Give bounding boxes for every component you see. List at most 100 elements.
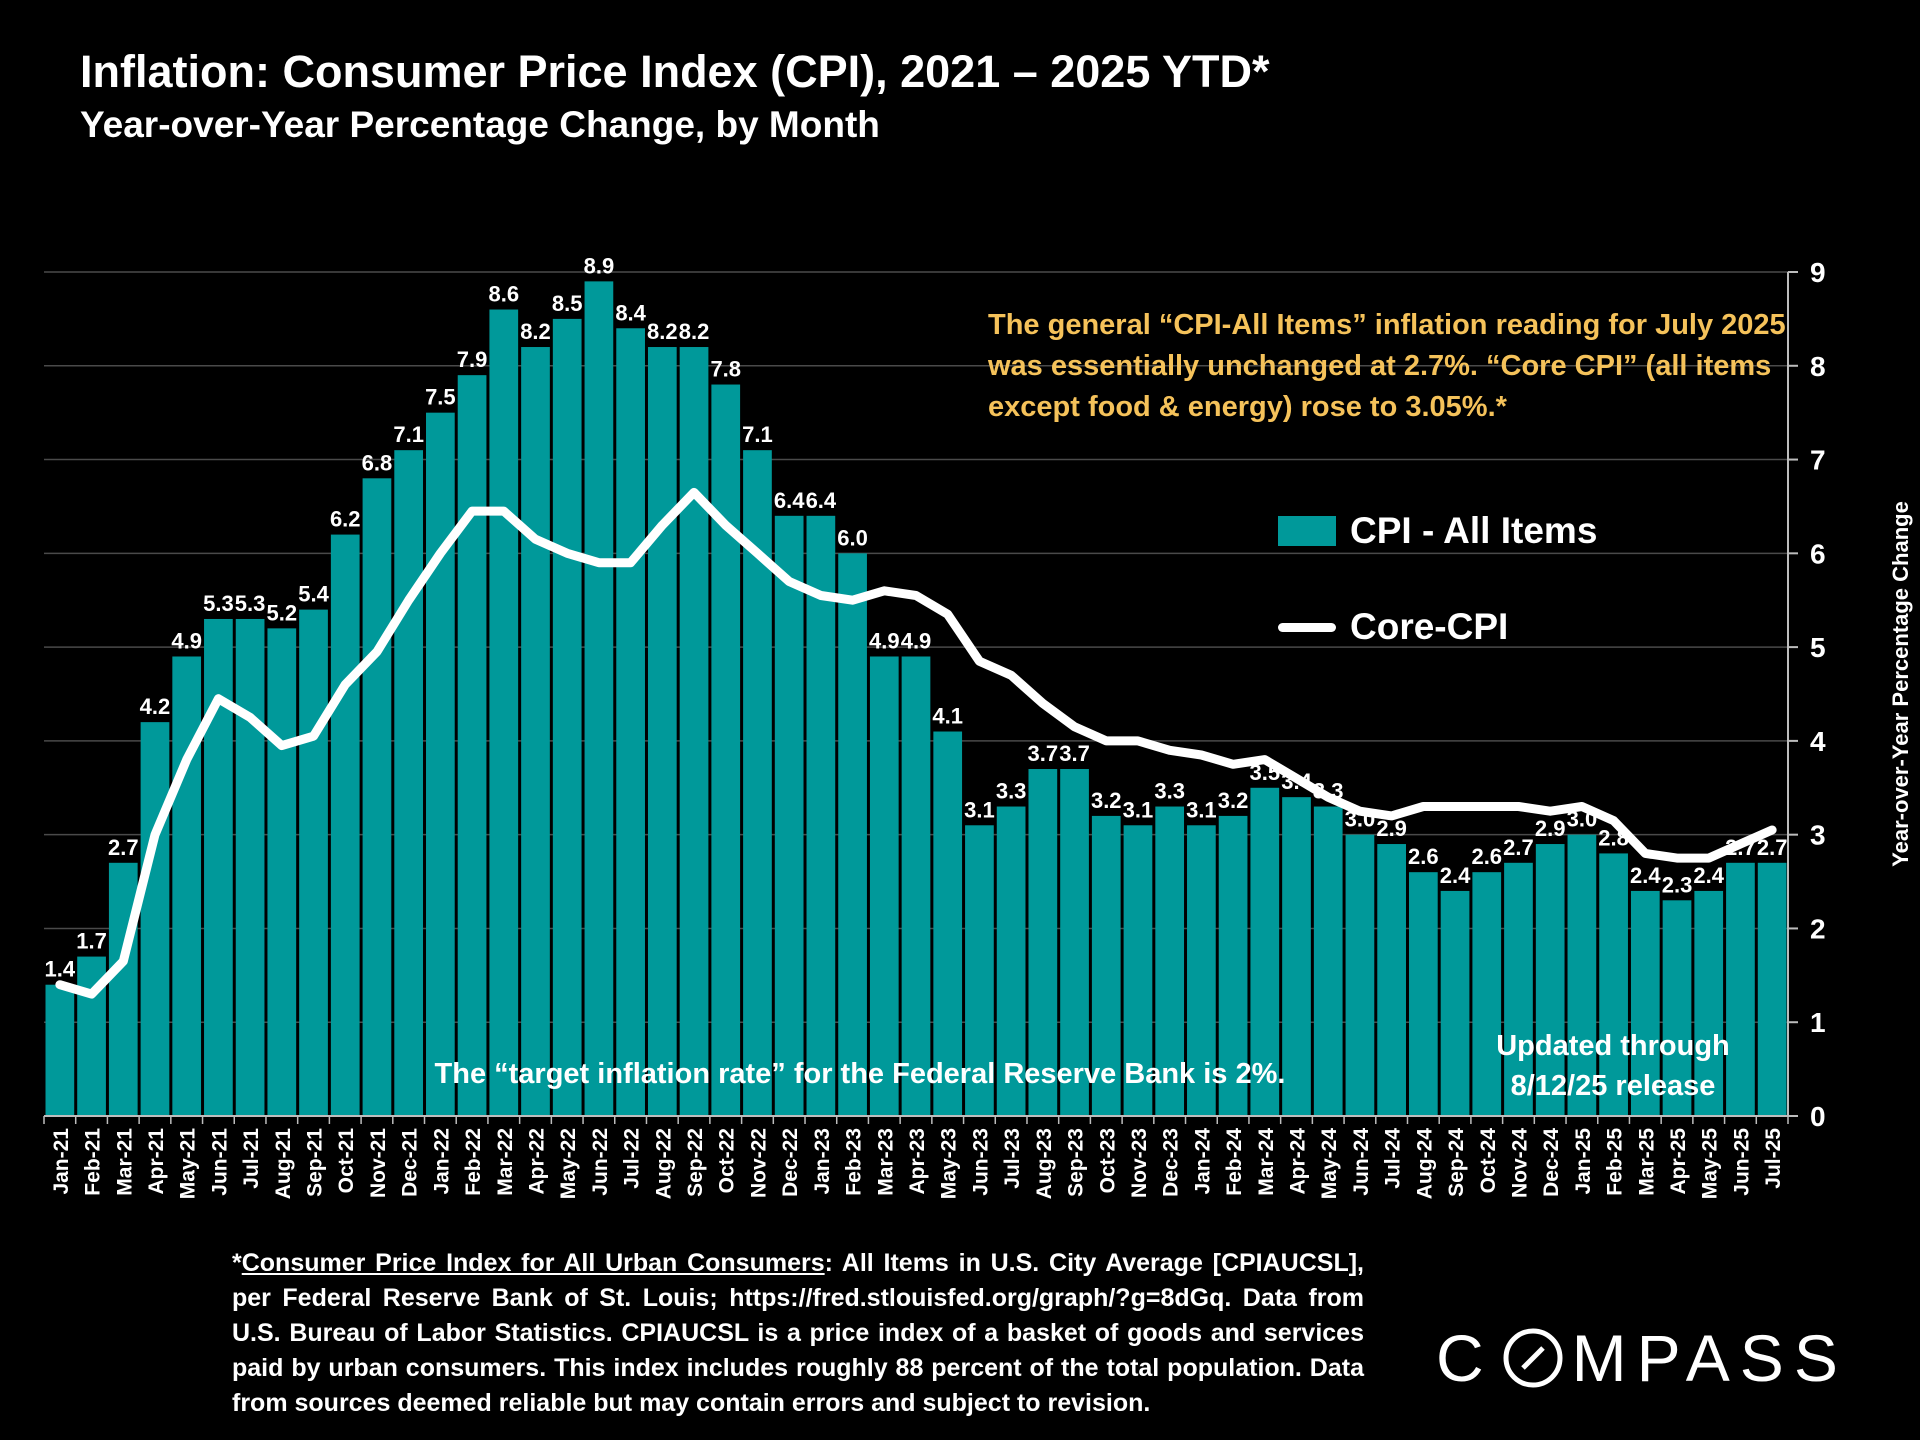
bar-value-label: 2.8 xyxy=(1598,825,1629,850)
bar-value-label: 8.6 xyxy=(488,282,519,307)
bar-value-label: 4.9 xyxy=(171,628,202,653)
x-tick-label: Nov-23 xyxy=(1128,1128,1151,1198)
cpi-bar xyxy=(552,318,582,1116)
bar-value-label: 2.6 xyxy=(1408,844,1439,869)
x-tick-label: Dec-23 xyxy=(1160,1128,1183,1197)
bar-value-label: 3.2 xyxy=(1091,788,1122,813)
cpi-bar xyxy=(1599,853,1628,1116)
bar-value-label: 5.3 xyxy=(203,591,234,616)
bar-value-label: 2.9 xyxy=(1535,816,1566,841)
x-tick-label: Dec-21 xyxy=(399,1128,422,1197)
cpi-bar xyxy=(679,347,709,1116)
x-tick-label: Sep-22 xyxy=(684,1128,707,1197)
bar-value-label: 1.4 xyxy=(45,957,76,982)
bar-value-label: 3.3 xyxy=(1313,779,1344,804)
bar-value-label: 2.9 xyxy=(1376,816,1407,841)
footnote-source-link[interactable]: Consumer Price Index for All Urban Consu… xyxy=(241,1249,825,1277)
bar-value-label: 3.5 xyxy=(1250,760,1281,785)
bar-value-label: 7.1 xyxy=(742,422,773,447)
x-tick-label: Nov-21 xyxy=(367,1128,390,1198)
cpi-bar xyxy=(647,347,677,1116)
bar-value-label: 6.8 xyxy=(362,450,393,475)
legend-cpi-swatch xyxy=(1278,516,1336,546)
cpi-bar xyxy=(394,450,424,1117)
x-tick-label: Feb-25 xyxy=(1604,1128,1627,1196)
cpi-bar xyxy=(489,309,519,1116)
updated-note: Updated through 8/12/25 release xyxy=(1440,1026,1786,1106)
cpi-bar xyxy=(933,731,963,1116)
footnote-star: * xyxy=(232,1249,242,1277)
cpi-bar xyxy=(965,825,994,1116)
x-tick-label: Jun-24 xyxy=(1350,1128,1373,1196)
cpi-bar xyxy=(1345,834,1375,1116)
bar-value-label: 3.0 xyxy=(1345,807,1376,832)
cpi-bar xyxy=(774,515,804,1116)
bar-value-label: 6.4 xyxy=(774,488,805,513)
logo-text-left: C xyxy=(1436,1321,1494,1395)
bar-value-label: 2.4 xyxy=(1440,863,1471,888)
x-tick-label: Nov-24 xyxy=(1508,1128,1531,1198)
x-tick-label: Mar-25 xyxy=(1635,1128,1658,1196)
x-tick-label: Feb-23 xyxy=(843,1128,866,1196)
cpi-bar xyxy=(267,628,297,1116)
x-tick-label: May-21 xyxy=(177,1128,200,1200)
bar-value-label: 3.3 xyxy=(996,779,1027,804)
x-tick-label: Jun-21 xyxy=(208,1128,231,1196)
cpi-bar xyxy=(1250,787,1280,1116)
legend-cpi: CPI - All Items xyxy=(1278,510,1597,552)
cpi-bar xyxy=(521,347,550,1116)
cpi-bar xyxy=(1377,844,1406,1116)
bar-value-label: 3.1 xyxy=(1123,797,1154,822)
cpi-bar xyxy=(45,984,75,1116)
x-tick-label: Jul-23 xyxy=(1001,1128,1024,1189)
updated-note-line2: 8/12/25 release xyxy=(1510,1070,1716,1102)
bar-value-label: 2.7 xyxy=(1725,835,1756,860)
cpi-bar xyxy=(108,862,138,1116)
x-tick-label: Apr-24 xyxy=(1287,1128,1310,1195)
cpi-bar xyxy=(1630,890,1660,1116)
x-tick-label: Aug-21 xyxy=(272,1128,295,1199)
bar-value-label: 8.2 xyxy=(679,319,710,344)
bar-value-label: 1.7 xyxy=(76,929,107,954)
y-tick-label: 7 xyxy=(1810,445,1826,476)
bar-value-label: 2.7 xyxy=(1503,835,1534,860)
bar-value-label: 5.3 xyxy=(235,591,266,616)
x-tick-label: Jul-25 xyxy=(1762,1128,1785,1189)
x-tick-label: Aug-23 xyxy=(1033,1128,1056,1199)
compass-logo: C MPASS xyxy=(1436,1320,1848,1396)
cpi-bar xyxy=(1694,890,1724,1116)
cpi-bar xyxy=(1028,769,1058,1116)
cpi-bar xyxy=(426,412,455,1117)
bar-value-label: 7.1 xyxy=(393,422,424,447)
x-tick-label: Mar-24 xyxy=(1255,1128,1278,1196)
bar-value-label: 3.4 xyxy=(1281,769,1312,794)
x-tick-label: Sep-23 xyxy=(1065,1128,1088,1197)
cpi-bar xyxy=(1757,862,1787,1116)
x-tick-label: May-23 xyxy=(938,1128,961,1199)
bar-value-label: 8.5 xyxy=(552,291,583,316)
cpi-bar xyxy=(1187,825,1216,1116)
logo-text-right: MPASS xyxy=(1571,1321,1848,1395)
chart-title: Inflation: Consumer Price Index (CPI), 2… xyxy=(80,46,1270,97)
callout-text: The general “CPI-All Items” inflation re… xyxy=(988,309,1786,423)
bar-value-label: 3.7 xyxy=(1059,741,1090,766)
x-tick-label: Oct-23 xyxy=(1096,1128,1119,1193)
bar-value-label: 4.9 xyxy=(901,628,932,653)
cpi-bar xyxy=(1408,872,1438,1116)
cpi-bar xyxy=(1123,825,1153,1116)
x-tick-label: Mar-21 xyxy=(113,1128,136,1196)
x-tick-label: Jan-23 xyxy=(811,1128,834,1195)
cpi-bar xyxy=(1155,806,1185,1116)
x-tick-label: Dec-22 xyxy=(779,1128,802,1197)
target-inflation-note: The “target inflation rate” for the Fede… xyxy=(434,1058,1286,1090)
x-tick-label: Oct-21 xyxy=(335,1128,358,1194)
bar-value-label: 2.7 xyxy=(1757,835,1788,860)
cpi-bar xyxy=(1091,815,1121,1116)
x-tick-label: Jun-23 xyxy=(969,1128,992,1196)
legend-core-line xyxy=(1278,622,1336,632)
x-tick-label: May-22 xyxy=(557,1128,580,1199)
cpi-bar xyxy=(172,656,202,1116)
bar-value-label: 6.4 xyxy=(806,488,837,513)
x-tick-label: Feb-21 xyxy=(82,1128,105,1196)
bar-value-label: 4.2 xyxy=(140,694,171,719)
